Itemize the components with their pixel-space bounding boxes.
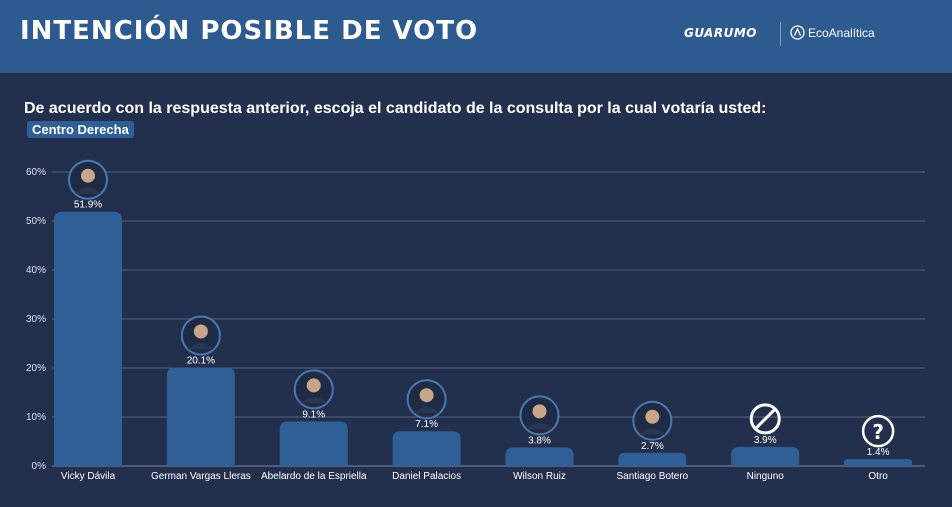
candidate-photo-icon: [180, 315, 221, 356]
bar: [731, 446, 800, 466]
value-label: 20.1%: [187, 356, 215, 367]
category-label: German Vargas Lleras: [151, 471, 251, 482]
bar: [166, 367, 235, 466]
y-tick-label: 20%: [26, 363, 46, 374]
logo-divider: [780, 22, 781, 46]
bar: [505, 447, 574, 466]
bar: [844, 459, 913, 466]
header-bar: INTENCIÓN POSIBLE DE VOTO GUARUMO EcoAna…: [0, 0, 952, 73]
y-tick-label: 10%: [26, 412, 46, 423]
y-tick-label: 50%: [26, 216, 46, 227]
guarumo-logo: GUARUMO: [684, 26, 757, 40]
bar: [618, 452, 687, 466]
ecoanalitica-icon: [790, 25, 805, 40]
candidate-photo-icon: [406, 379, 447, 420]
value-label: 7.1%: [415, 419, 438, 430]
value-label: 1.4%: [867, 447, 890, 458]
ecoanalitica-logo-text: EcoAnalítica: [808, 25, 875, 40]
y-tick-label: 30%: [26, 314, 46, 325]
candidate-photo-icon: [293, 369, 334, 410]
category-label: Abelardo de la Espriella: [261, 471, 367, 482]
category-badge: Centro Derecha: [27, 121, 134, 138]
y-tick-label: 40%: [26, 265, 46, 276]
candidate-photo-icon: [519, 395, 560, 436]
page-title: INTENCIÓN POSIBLE DE VOTO: [20, 16, 479, 46]
y-tick-label: 60%: [26, 167, 46, 178]
bar: [54, 211, 122, 466]
category-label: Santiago Botero: [617, 471, 689, 482]
ecoanalitica-logo: EcoAnalítica: [790, 25, 875, 40]
candidate-photo-icon: [68, 159, 108, 200]
none-icon: [749, 403, 781, 435]
y-tick-label: 0%: [32, 461, 47, 472]
category-label: Ninguno: [747, 471, 785, 482]
bar: [392, 431, 461, 466]
question-icon: ?: [861, 414, 895, 448]
value-label: 3.9%: [754, 435, 777, 446]
category-label: Otro: [868, 471, 888, 482]
survey-question: De acuerdo con la respuesta anterior, es…: [24, 100, 767, 117]
bar: [279, 421, 348, 466]
svg-text:?: ?: [872, 420, 884, 444]
category-label: Daniel Palacios: [392, 471, 461, 482]
candidate-photo-icon: [632, 400, 673, 441]
value-label: 9.1%: [302, 409, 325, 420]
value-label: 3.8%: [528, 435, 551, 446]
value-label: 51.9%: [74, 200, 102, 211]
category-label: Vicky Dávila: [61, 471, 116, 482]
category-label: Wilson Ruiz: [513, 471, 566, 482]
value-label: 2.7%: [641, 441, 664, 452]
